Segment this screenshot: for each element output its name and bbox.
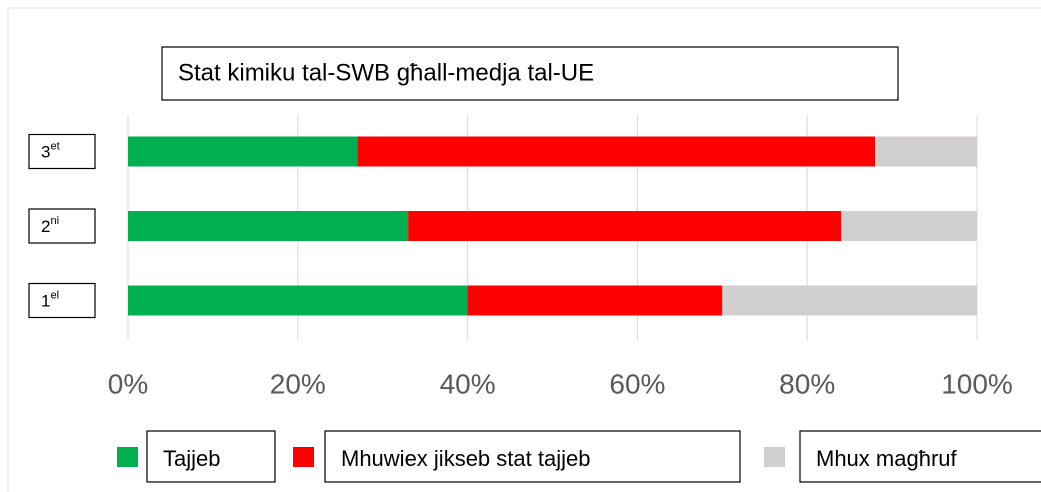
category-suffix: el (50, 289, 59, 301)
bar-segment (841, 211, 977, 241)
x-tick-label: 0% (108, 368, 148, 399)
chart-frame (7, 7, 1041, 492)
bar-segment (875, 136, 977, 167)
category-suffix: et (50, 140, 59, 152)
bar-segment (128, 136, 358, 167)
chart-title: Stat kimiku tal-SWB għall-medja tal-UE (178, 59, 594, 86)
category-number: 3 (41, 143, 50, 162)
bar-segment (722, 285, 977, 316)
category-label: 3et (41, 140, 60, 162)
legend-swatch (293, 447, 314, 467)
bar-segment (408, 211, 842, 241)
category-label: 1el (41, 289, 59, 311)
legend-box (799, 430, 1041, 483)
legend-swatch (764, 447, 785, 467)
legend-label: Tajjeb (163, 446, 220, 471)
legend-label: Mhuwiex jikseb stat tajjeb (341, 446, 590, 471)
category-label: 2ni (41, 215, 59, 237)
legend-label: Mhux magħruf (816, 446, 958, 471)
category-number: 2 (41, 217, 50, 236)
legend-swatch (117, 447, 138, 467)
category-suffix: ni (50, 215, 59, 227)
bar-segment (467, 285, 723, 316)
category-box (28, 282, 96, 319)
x-tick-label: 100% (941, 368, 1013, 399)
x-tick-label: 80% (779, 368, 835, 399)
title-box (161, 46, 899, 101)
x-tick-label: 40% (440, 368, 496, 399)
x-tick-label: 60% (609, 368, 665, 399)
legend-box (146, 430, 276, 483)
bar-segment (128, 211, 409, 241)
legend-box (324, 430, 741, 483)
x-tick-label: 20% (270, 368, 326, 399)
category-box (28, 133, 96, 170)
bar-segment (128, 285, 468, 316)
bar-segment (357, 136, 876, 167)
category-box (28, 208, 96, 244)
category-number: 1 (41, 292, 50, 311)
